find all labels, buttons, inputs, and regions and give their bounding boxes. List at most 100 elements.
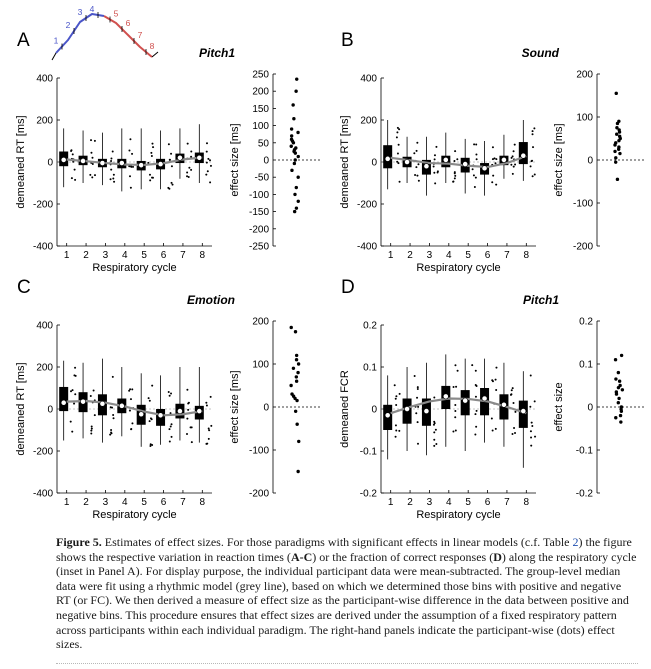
participant-dot [413, 152, 416, 155]
participant-dot [168, 394, 171, 397]
y-tick-label: 0 [47, 405, 53, 416]
participant-dot [529, 165, 532, 168]
caption-text-4: ) along the respiratory cycle (inset in … [56, 549, 637, 652]
participant-dot [434, 182, 437, 185]
participant-dot [90, 429, 93, 432]
participant-dot [414, 174, 417, 177]
participant-dot [514, 410, 517, 413]
participant-dot [129, 186, 132, 189]
participant-dot [433, 154, 436, 157]
participant-dot [397, 143, 400, 146]
median-marker [520, 152, 527, 159]
effect-dot [613, 358, 618, 362]
effect-dot [620, 388, 625, 392]
effect-dot [294, 185, 298, 190]
panel-title: Emotion [187, 293, 235, 307]
effect-dot [294, 353, 299, 358]
participant-dot [534, 435, 537, 438]
effect-y-axis-label: effect size [ms] [229, 123, 241, 196]
participant-dot [529, 405, 532, 408]
participant-dot [131, 422, 134, 425]
x-axis-label: Respiratory cycle [92, 509, 176, 521]
participant-dot [186, 142, 189, 145]
participant-dot [71, 430, 74, 433]
panel-title: Sound [522, 46, 560, 60]
x-tick-label: 2 [407, 497, 413, 508]
participant-dot [93, 174, 96, 177]
effect-dot [616, 385, 621, 390]
y-tick-label: 0.1 [363, 363, 377, 374]
participant-dot [452, 180, 455, 183]
effect-dot [289, 144, 293, 148]
participant-dot [510, 156, 513, 159]
effect-y-tick-label: 200 [576, 70, 593, 81]
y-axis-label: demeaned RT [ms] [339, 115, 351, 208]
participant-dot [131, 152, 134, 155]
participant-dot [167, 391, 170, 394]
median-marker [80, 398, 86, 405]
y-tick-label: 0.2 [363, 321, 377, 332]
participant-dot [74, 393, 77, 396]
participant-dot [413, 375, 416, 378]
participant-dot [495, 158, 498, 161]
participant-dot [531, 175, 534, 178]
participant-dot [415, 149, 418, 152]
participant-dot [474, 369, 477, 372]
participant-dot [111, 375, 114, 378]
effect-dot [294, 379, 299, 383]
inset-label: 8 [150, 41, 155, 51]
effect-dot [614, 416, 618, 420]
effect-dot [619, 353, 624, 358]
x-tick-label: 5 [465, 250, 471, 261]
participant-dot [417, 163, 420, 166]
participant-dot [433, 438, 436, 441]
participant-dot [531, 425, 534, 428]
participant-dot [455, 385, 458, 388]
participant-dot [190, 168, 193, 171]
caption-table-link[interactable]: 2 [572, 535, 579, 549]
participant-dot [396, 152, 399, 155]
participant-dot [170, 152, 173, 155]
participant-dot [452, 430, 455, 433]
x-tick-label: 2 [83, 497, 89, 508]
participant-dot [475, 143, 478, 146]
caption-ac: A-C [290, 549, 313, 564]
effect-dot [619, 409, 624, 413]
participant-dot [111, 150, 114, 153]
participant-dot [395, 395, 398, 398]
effect-dot [293, 192, 297, 197]
x-tick-label: 7 [180, 497, 186, 508]
x-tick-label: 2 [407, 250, 413, 261]
participant-dot [491, 146, 494, 149]
participant-dot [70, 390, 73, 393]
participant-dot [415, 412, 418, 415]
participant-dot [150, 418, 153, 421]
participant-dot [452, 386, 455, 389]
effect-y-tick-label: 50 [258, 138, 270, 149]
participant-dot [433, 171, 436, 174]
effect-dot [290, 168, 294, 173]
x-tick-label: 6 [161, 497, 167, 508]
median-marker [481, 395, 488, 402]
participant-dot [205, 150, 208, 153]
median-marker [442, 393, 449, 400]
x-tick-label: 6 [161, 250, 167, 261]
participant-dot [511, 387, 514, 390]
participant-dot [90, 425, 93, 428]
median-marker [442, 156, 449, 163]
participant-dot [91, 163, 94, 166]
y-tick-label: 400 [36, 74, 53, 85]
participant-dot [149, 445, 152, 448]
panel-letter-B: B [341, 30, 354, 51]
participant-dot [205, 404, 208, 407]
effect-dot [615, 177, 620, 182]
participant-dot [491, 429, 494, 432]
participant-dot [432, 423, 435, 426]
x-axis-label: Respiratory cycle [92, 262, 176, 274]
effect-dot [617, 138, 621, 143]
x-axis-label: Respiratory cycle [416, 262, 500, 274]
participant-dot [532, 146, 535, 149]
participant-dot [208, 429, 211, 432]
effect-dot [292, 161, 297, 166]
